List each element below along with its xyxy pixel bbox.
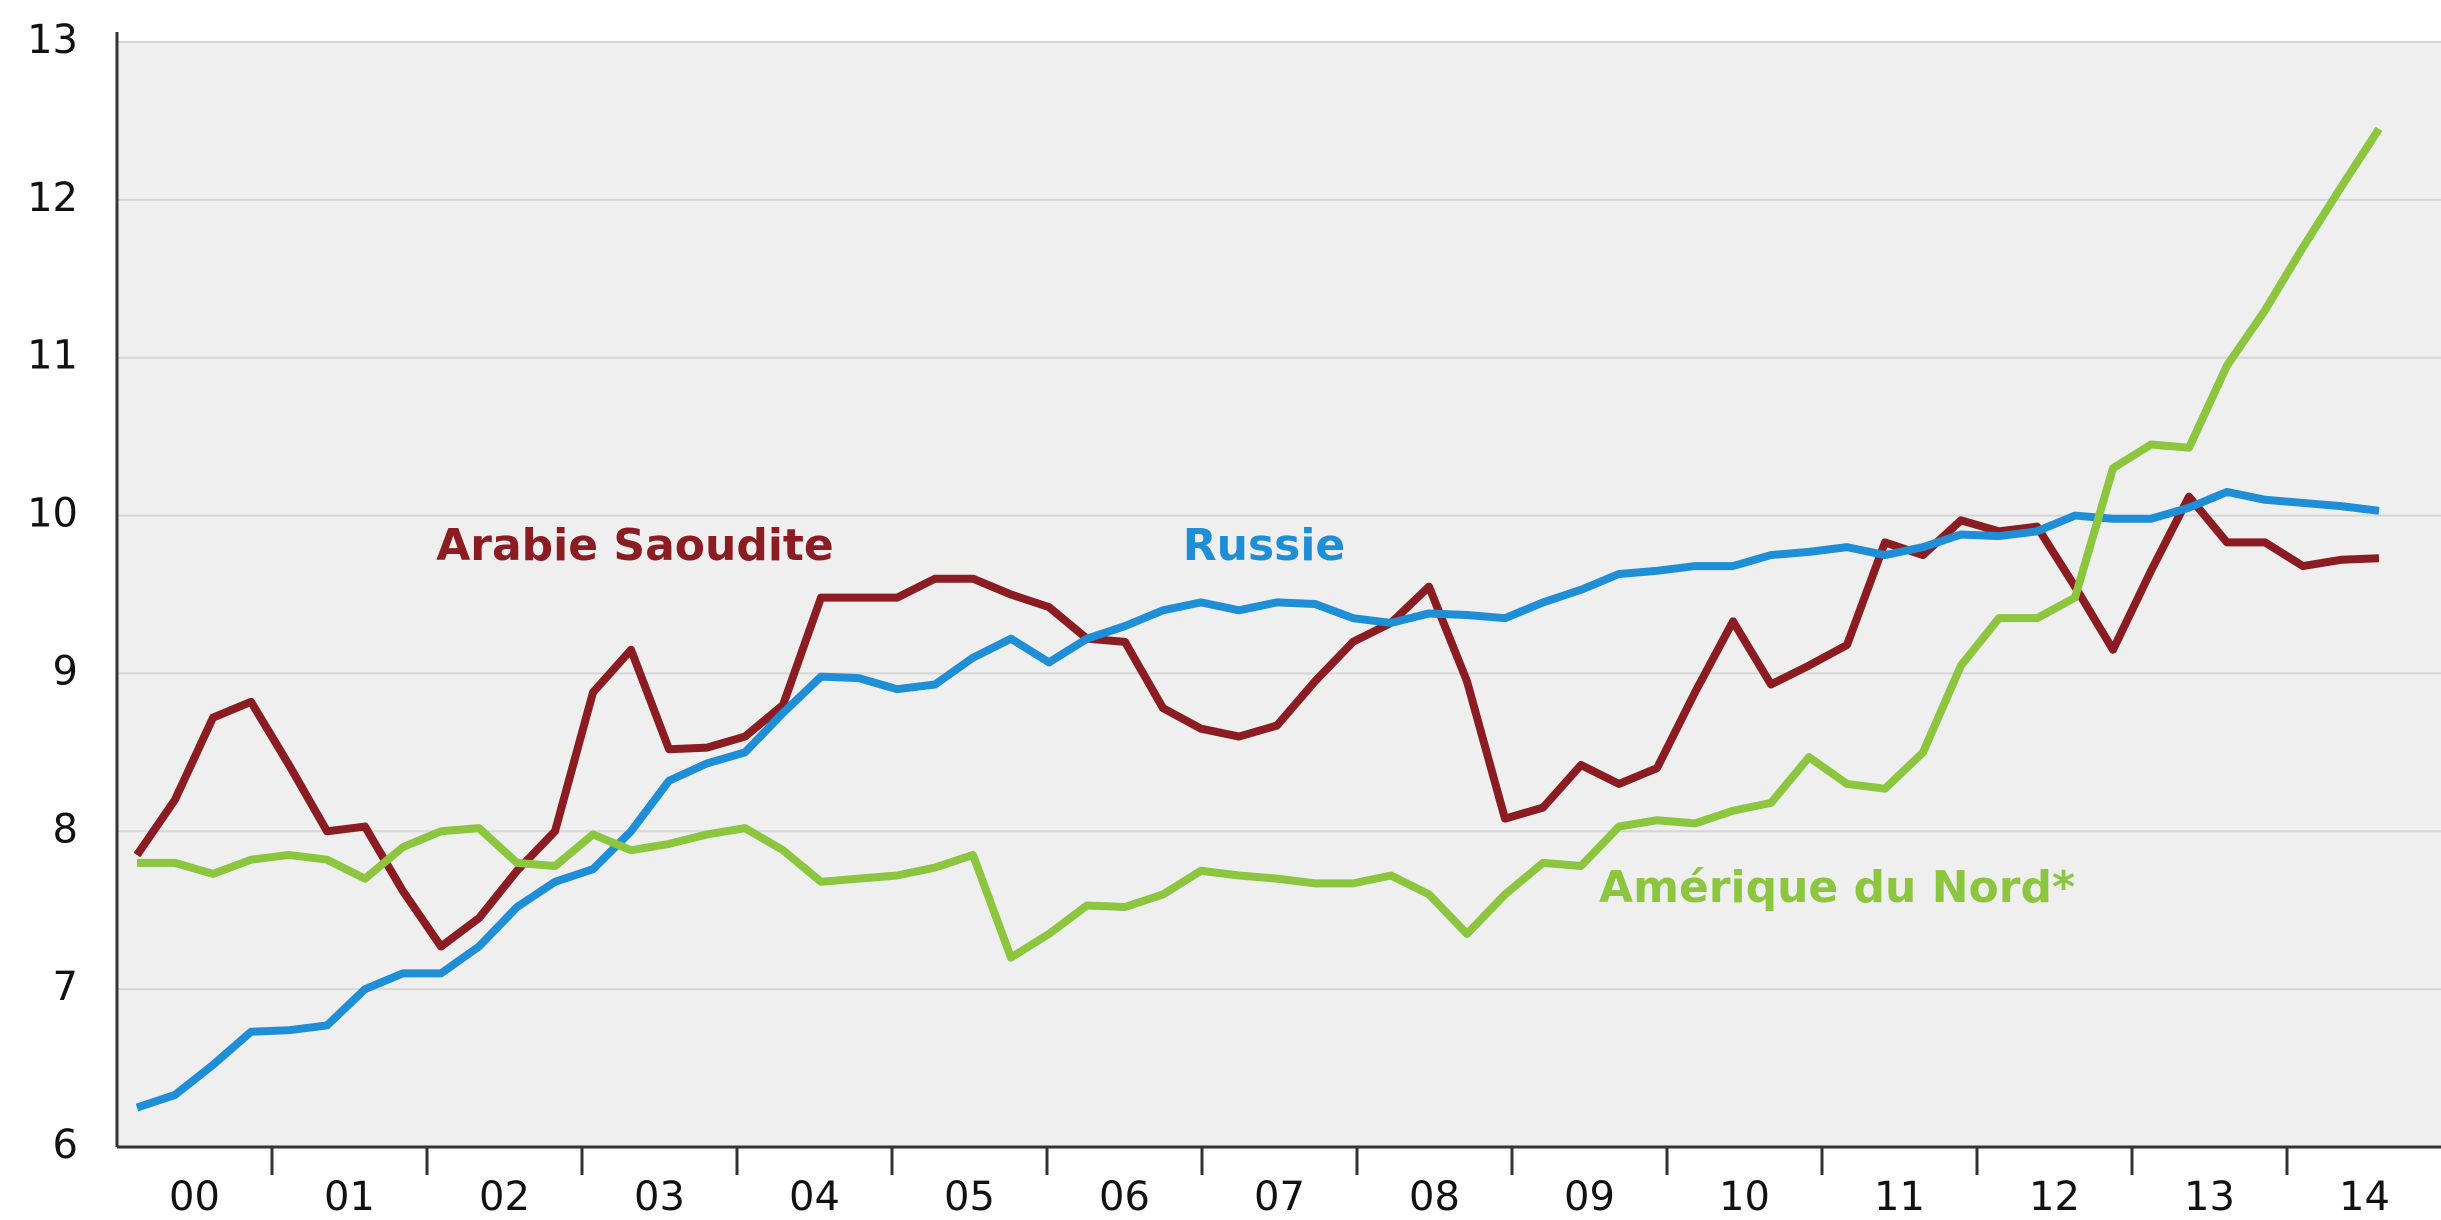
x-tick-label: 01: [324, 1174, 375, 1220]
y-tick-label: 6: [53, 1122, 78, 1168]
series-label: Russie: [1183, 520, 1346, 571]
x-tick-label: 14: [2339, 1174, 2390, 1220]
x-tick-label: 07: [1254, 1174, 1305, 1220]
x-tick-label: 08: [1409, 1174, 1460, 1220]
x-tick-label: 13: [2184, 1174, 2235, 1220]
y-tick-label: 9: [53, 648, 78, 694]
series-line: [135, 487, 2380, 1112]
x-tick-label: 03: [634, 1174, 685, 1220]
y-tick-label: 11: [27, 333, 78, 379]
x-tick-label: 05: [944, 1174, 995, 1220]
series-label: Amérique du Nord*: [1599, 862, 2075, 913]
y-tick-label: 12: [27, 175, 78, 221]
x-tick-label: 09: [1564, 1174, 1615, 1220]
y-tick-label: 13: [27, 17, 78, 63]
y-tick-label: 7: [53, 964, 78, 1010]
y-tick-label: 8: [53, 806, 78, 852]
x-tick-label: 10: [1719, 1174, 1770, 1220]
x-tick-label: 04: [789, 1174, 840, 1220]
series-line: [133, 492, 2380, 951]
series-label: Arabie Saoudite: [436, 520, 834, 571]
x-tick-label: 00: [169, 1174, 220, 1220]
y-tick-label: 10: [27, 491, 78, 537]
x-tick-label: 02: [479, 1174, 530, 1220]
plot-background: [117, 42, 2441, 1147]
series-line: [137, 126, 2383, 962]
x-tick-label: 12: [2029, 1174, 2080, 1220]
x-tick-label: 06: [1099, 1174, 1150, 1220]
x-tick-label: 11: [1874, 1174, 1925, 1220]
